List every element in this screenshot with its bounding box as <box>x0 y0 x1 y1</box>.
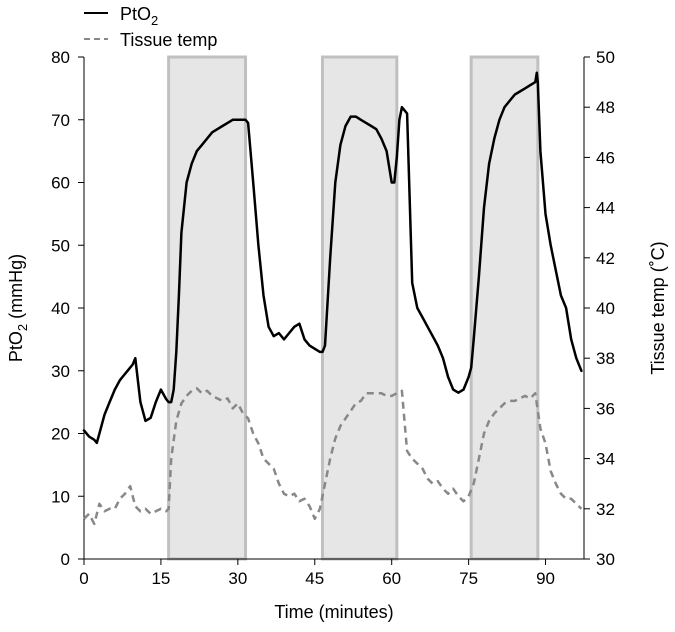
y-right-axis-title: Tissue temp (˚C) <box>648 241 668 374</box>
y-right-tick-label: 50 <box>596 48 615 67</box>
chart-axes: 0 10 20 30 40 50 60 70 80 30 32 34 36 38 40 42 44 46 48 50 0… <box>51 48 615 588</box>
series-line-tissue-temp <box>83 387 583 526</box>
y-right-tick-label: 40 <box>596 299 615 318</box>
y-left-tick-label: 50 <box>51 236 70 255</box>
y-right-tick-label: 34 <box>596 450 615 469</box>
x-tick-label: 30 <box>228 569 247 588</box>
stimulus-shaded-intervals <box>167 55 540 561</box>
legend-temp-label: Tissue temp <box>120 30 217 50</box>
x-tick-label: 15 <box>151 569 170 588</box>
y-right-tick-label: 30 <box>596 550 615 569</box>
x-tick-label: 45 <box>305 569 324 588</box>
y-right-tick-label: 48 <box>596 98 615 117</box>
shaded-interval-1 <box>167 55 248 561</box>
y-right-tick-label: 38 <box>596 349 615 368</box>
y-left-tick-label: 10 <box>51 487 70 506</box>
y-right-tick-label: 42 <box>596 249 615 268</box>
y-left-tick-label: 0 <box>61 550 70 569</box>
x-tick-label: 0 <box>79 569 88 588</box>
legend: PtO2 Tissue temp <box>84 4 217 50</box>
legend-pto2-label: PtO2 <box>120 4 158 28</box>
x-axis-title: Time (minutes) <box>274 602 393 622</box>
y-left-tick-label: 20 <box>51 425 70 444</box>
shaded-interval-2 <box>320 55 399 561</box>
chart-series <box>82 71 583 526</box>
y-left-tick-label: 70 <box>51 111 70 130</box>
y-right-tick-label: 32 <box>596 500 615 519</box>
y-left-tick-label: 60 <box>51 174 70 193</box>
y-left-tick-label: 80 <box>51 48 70 67</box>
x-tick-label: 90 <box>536 569 555 588</box>
y-right-tick-label: 44 <box>596 199 615 218</box>
y-left-tick-label: 30 <box>51 362 70 381</box>
y-left-tick-label: 40 <box>51 299 70 318</box>
x-tick-label: 60 <box>382 569 401 588</box>
series-line-pto2 <box>82 71 583 445</box>
y-left-axis-title: PtO2 (mmHg) <box>6 254 30 362</box>
shaded-interval-3 <box>469 55 540 561</box>
x-tick-label: 75 <box>459 569 478 588</box>
y-right-tick-label: 46 <box>596 148 615 167</box>
y-right-tick-label: 36 <box>596 399 615 418</box>
